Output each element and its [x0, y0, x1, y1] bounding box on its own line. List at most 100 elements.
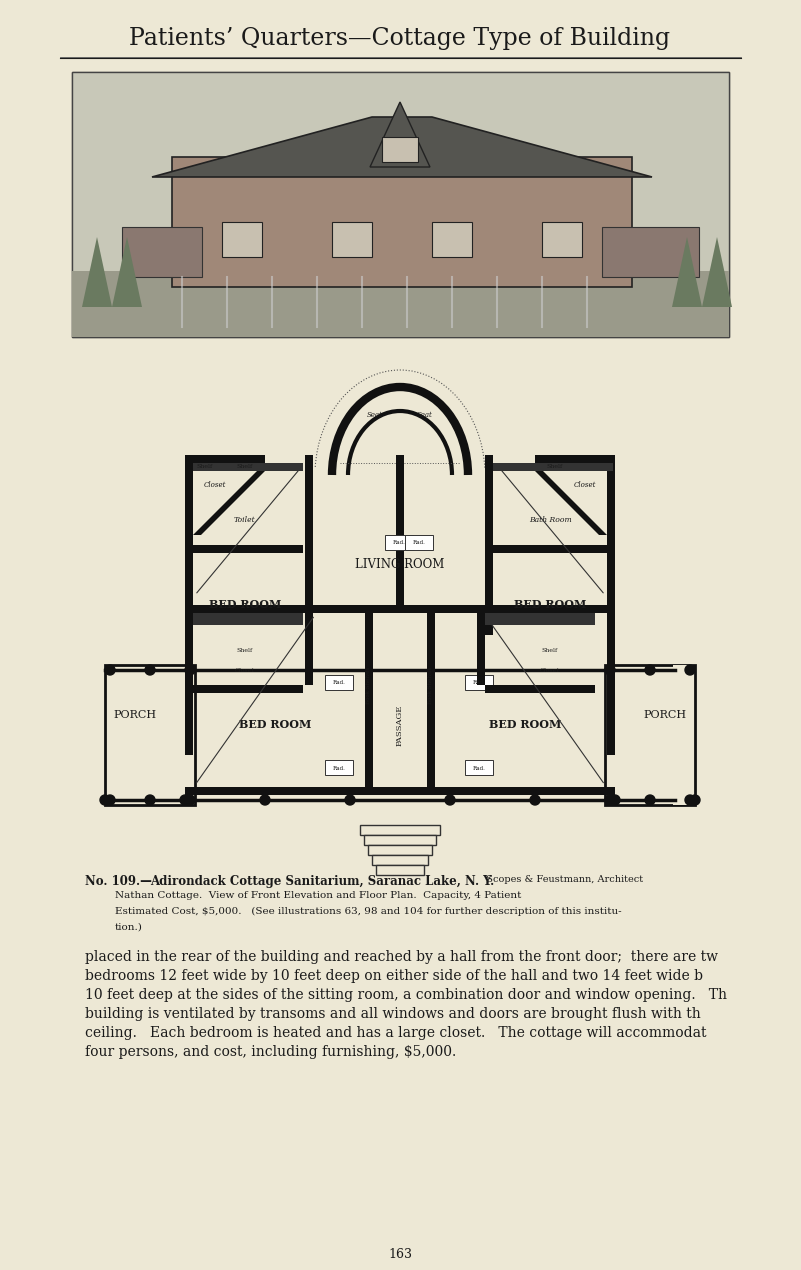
Polygon shape [193, 464, 273, 535]
Bar [607, 455, 615, 754]
Bar [382, 137, 418, 163]
Circle shape [145, 665, 155, 674]
Polygon shape [672, 237, 702, 307]
Bar [493, 464, 613, 471]
Text: Seat: Seat [417, 411, 433, 419]
Bar [305, 597, 313, 613]
Text: Closet: Closet [574, 481, 596, 489]
Circle shape [645, 665, 655, 674]
Text: Book Shelves: Book Shelves [367, 667, 372, 704]
Text: BED ROOM: BED ROOM [489, 720, 562, 730]
Bar [364, 834, 436, 845]
Bar [325, 674, 353, 690]
Bar [72, 72, 729, 337]
Circle shape [685, 665, 695, 674]
Text: bedrooms 12 feet wide by 10 feet deep on either side of the hall and two 14 feet: bedrooms 12 feet wide by 10 feet deep on… [85, 969, 703, 983]
Bar [185, 787, 615, 795]
Circle shape [100, 795, 110, 805]
Bar [360, 826, 440, 834]
Text: Rad.: Rad. [332, 681, 345, 686]
Text: Closet: Closet [235, 668, 255, 673]
Bar [376, 865, 424, 875]
Bar [427, 605, 435, 795]
Text: BED ROOM: BED ROOM [513, 599, 586, 611]
Bar [605, 665, 695, 805]
Circle shape [685, 795, 695, 805]
Circle shape [105, 795, 115, 805]
Text: Shelf: Shelf [197, 465, 213, 470]
Text: Rad.: Rad. [473, 766, 485, 771]
Bar [305, 455, 313, 635]
Bar [222, 222, 262, 257]
Text: Book Shelves: Book Shelves [429, 667, 433, 704]
Bar [332, 222, 372, 257]
Text: Patients’ Quarters—Cottage Type of Building: Patients’ Quarters—Cottage Type of Build… [130, 27, 670, 50]
Text: PORCH: PORCH [114, 710, 156, 720]
Bar [365, 605, 373, 795]
Bar [405, 535, 433, 550]
Bar [185, 455, 265, 464]
Text: BED ROOM: BED ROOM [209, 599, 281, 611]
Text: Shelf: Shelf [547, 465, 563, 470]
Bar [465, 759, 493, 775]
Bar [305, 605, 313, 685]
Text: four persons, and cost, including furnishing, $5,000.: four persons, and cost, including furnis… [85, 1045, 457, 1059]
Bar [602, 227, 699, 277]
Bar [85, 385, 715, 845]
Text: 10 feet deep at the sides of the sitting room, a combination door and window ope: 10 feet deep at the sides of the sitting… [85, 988, 727, 1002]
Polygon shape [112, 237, 142, 307]
Circle shape [145, 795, 155, 805]
Bar [535, 455, 615, 464]
Bar [432, 222, 472, 257]
Text: Shelf: Shelf [541, 648, 558, 653]
Circle shape [185, 665, 195, 674]
Circle shape [610, 795, 620, 805]
Text: Seat: Seat [367, 411, 383, 419]
Circle shape [530, 795, 540, 805]
Text: Scopes & Feustmann, Architect: Scopes & Feustmann, Architect [480, 875, 643, 884]
Polygon shape [370, 102, 430, 166]
Circle shape [605, 795, 615, 805]
Text: PORCH: PORCH [643, 710, 686, 720]
Bar [193, 685, 303, 693]
Bar [105, 665, 195, 805]
Text: BED ROOM: BED ROOM [239, 720, 311, 730]
Bar [396, 455, 404, 605]
Bar [172, 157, 632, 287]
Text: LIVING ROOM: LIVING ROOM [356, 559, 445, 572]
Text: Closet: Closet [540, 668, 560, 673]
Bar [372, 855, 428, 865]
Circle shape [185, 795, 195, 805]
Text: No. 109.—: No. 109.— [85, 875, 152, 888]
Text: Rad.: Rad. [473, 681, 485, 686]
Bar [185, 605, 615, 613]
Text: Rad.: Rad. [392, 541, 405, 546]
Text: Estimated Cost, $5,000.   (See illustrations 63, 98 and 104 for further descript: Estimated Cost, $5,000. (See illustratio… [115, 907, 622, 916]
Circle shape [260, 795, 270, 805]
Bar [325, 759, 353, 775]
Bar [485, 613, 595, 625]
Text: 163: 163 [388, 1248, 412, 1261]
Text: placed in the rear of the building and reached by a hall from the front door;  t: placed in the rear of the building and r… [85, 950, 718, 964]
Polygon shape [152, 117, 652, 177]
Circle shape [180, 795, 190, 805]
Circle shape [690, 795, 700, 805]
Bar [368, 845, 432, 855]
Text: building is ventilated by transoms and all windows and doors are brought flush w: building is ventilated by transoms and a… [85, 1007, 701, 1021]
Bar [72, 72, 729, 337]
Circle shape [605, 665, 615, 674]
Circle shape [445, 795, 455, 805]
Circle shape [345, 795, 355, 805]
Text: PASSAGE: PASSAGE [396, 705, 404, 745]
Bar [72, 271, 729, 337]
Text: ceiling.   Each bedroom is heated and has a large closet.   The cottage will acc: ceiling. Each bedroom is heated and has … [85, 1026, 706, 1040]
Bar [673, 665, 693, 805]
Bar [477, 605, 485, 685]
Text: tion.): tion.) [115, 923, 143, 932]
Bar [493, 545, 613, 552]
Bar [193, 613, 303, 625]
Text: Toilet: Toilet [234, 516, 256, 525]
Text: Rad.: Rad. [332, 766, 345, 771]
Bar [193, 545, 303, 552]
Polygon shape [702, 237, 732, 307]
